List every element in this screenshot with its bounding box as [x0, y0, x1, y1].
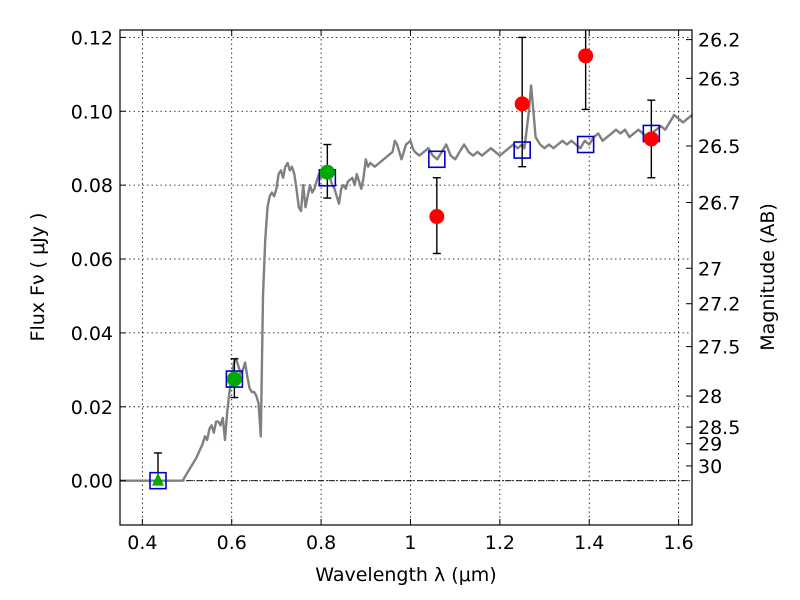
model-point: [428, 150, 446, 169]
upper-limit-point: [151, 472, 164, 486]
model-point: [225, 370, 244, 388]
model-point: [576, 135, 595, 154]
y2-tick-label: 26.3: [698, 68, 740, 90]
x-tick-label: 1.4: [574, 532, 604, 554]
y-tick-label: 0.02: [71, 397, 113, 419]
x-axis-label: Wavelength λ (μm): [315, 564, 496, 586]
y-tick-label: 0.06: [71, 249, 113, 271]
y2-tick-label: 29: [698, 434, 722, 456]
measured-point: [319, 164, 335, 180]
y2-tick-label: 28: [698, 386, 722, 408]
x-tick-label: 1.6: [663, 532, 693, 554]
y-tick-label: 0.10: [71, 101, 113, 123]
y-axis-label: Flux Fν ( μJy ): [27, 213, 49, 342]
y-tick-label: 0.00: [71, 471, 113, 493]
ticks: 0.4 0.6 0.8 1 1.2 1.4 1.6 0.00 0.02 0.04 0.06 0.08 0…: [71, 27, 741, 554]
x-tick-label: 0.6: [217, 532, 247, 554]
measured-point: [429, 209, 445, 225]
measured-point: [514, 96, 530, 112]
y2-tick-label: 27.5: [698, 337, 740, 359]
x-tick-label: 1: [404, 532, 416, 554]
y2-tick-label: 28.5: [698, 417, 740, 439]
y2-axis-label: Magnitude (AB): [757, 203, 779, 351]
measured-point: [643, 131, 659, 147]
y2-tick-label: 26.5: [698, 136, 740, 158]
y-tick-label: 0.12: [71, 27, 113, 49]
x-tick-label: 1.2: [485, 532, 515, 554]
measured-point: [578, 48, 594, 64]
y2-tick-label: 27.2: [698, 294, 740, 316]
y-tick-label: 0.04: [71, 323, 113, 345]
y2-tick-label: 26.7: [698, 193, 740, 215]
grid: [120, 30, 692, 525]
y2-tick-label: 27: [698, 258, 722, 280]
x-tick-label: 0.8: [306, 532, 336, 554]
x-tick-label: 0.4: [127, 532, 157, 554]
y2-tick-label: 26.2: [698, 30, 740, 52]
measured-point: [226, 371, 242, 387]
plot-frame: [119, 29, 693, 526]
spectrum-line: [120, 84, 693, 482]
y-tick-label: 0.08: [71, 175, 113, 197]
markers: [149, 30, 661, 490]
spectrum: [120, 84, 693, 482]
model-point: [513, 141, 531, 159]
y2-tick-label: 30: [698, 456, 722, 478]
